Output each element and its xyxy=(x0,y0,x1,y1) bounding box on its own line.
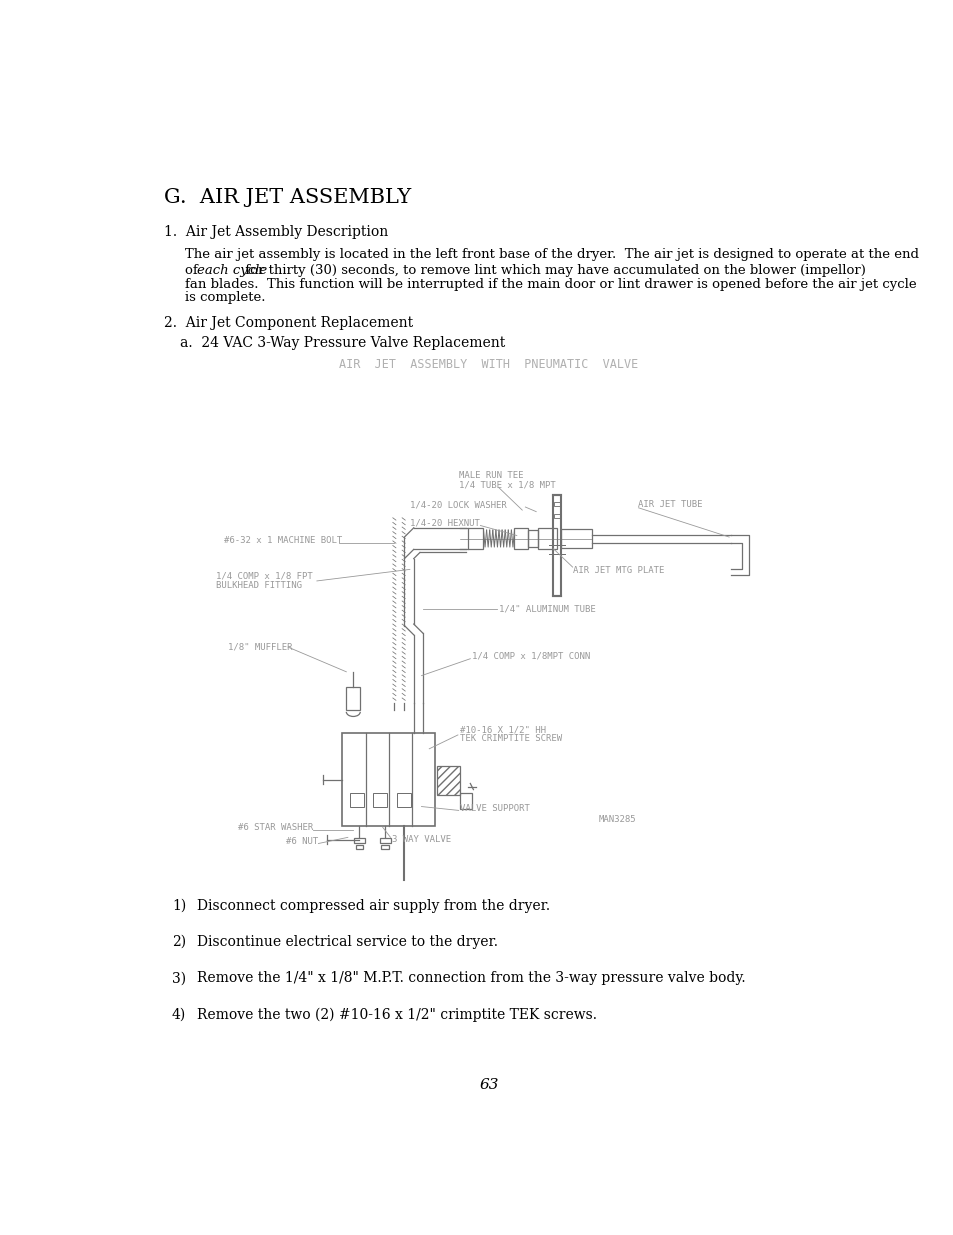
Text: #6 NUT: #6 NUT xyxy=(286,836,317,846)
Text: 4): 4) xyxy=(172,1008,186,1021)
Text: for thirty (30) seconds, to remove lint which may have accumulated on the blower: for thirty (30) seconds, to remove lint … xyxy=(241,264,865,277)
Text: BULKHEAD FITTING: BULKHEAD FITTING xyxy=(216,580,302,590)
Bar xyxy=(354,839,365,842)
Text: G.  AIR JET ASSEMBLY: G. AIR JET ASSEMBLY xyxy=(164,188,411,207)
Text: fan blades.  This function will be interrupted if the main door or lint drawer i: fan blades. This function will be interr… xyxy=(185,278,916,290)
Bar xyxy=(459,793,472,809)
Text: each cycle: each cycle xyxy=(196,264,267,277)
Text: 1/4" ALUMINUM TUBE: 1/4" ALUMINUM TUBE xyxy=(498,604,595,613)
Text: 2.  Air Jet Component Replacement: 2. Air Jet Component Replacement xyxy=(164,316,413,330)
Text: MAN3285: MAN3285 xyxy=(598,815,635,824)
Text: AIR  JET  ASSEMBLY  WITH  PNEUMATIC  VALVE: AIR JET ASSEMBLY WITH PNEUMATIC VALVE xyxy=(339,358,638,372)
Text: Remove the 1/4" x 1/8" M.P.T. connection from the 3-way pressure valve body.: Remove the 1/4" x 1/8" M.P.T. connection… xyxy=(196,972,744,986)
Bar xyxy=(553,495,560,597)
Text: 1/4 COMP x 1/8 FPT: 1/4 COMP x 1/8 FPT xyxy=(216,572,313,580)
Bar xyxy=(560,530,592,548)
Text: Disconnect compressed air supply from the dryer.: Disconnect compressed air supply from th… xyxy=(196,899,549,913)
Text: 63: 63 xyxy=(478,1078,498,1093)
Bar xyxy=(528,530,537,547)
Bar xyxy=(396,793,410,806)
Text: #6-32 x 1 MACHINE BOLT: #6-32 x 1 MACHINE BOLT xyxy=(224,536,342,546)
Bar xyxy=(468,527,483,550)
Text: 1): 1) xyxy=(172,899,186,913)
Bar xyxy=(379,839,390,842)
Text: TEK CRIMPTITE SCREW: TEK CRIMPTITE SCREW xyxy=(459,735,561,743)
Bar xyxy=(350,793,364,806)
Text: 1/4-20 HEXNUT: 1/4-20 HEXNUT xyxy=(410,519,479,527)
Text: a.  24 VAC 3-Way Pressure Valve Replacement: a. 24 VAC 3-Way Pressure Valve Replaceme… xyxy=(179,336,504,350)
Text: VALVE SUPPORT: VALVE SUPPORT xyxy=(459,804,530,813)
Text: #10-16 X 1/2" HH: #10-16 X 1/2" HH xyxy=(459,725,546,734)
Bar xyxy=(554,514,559,517)
Text: 1/4-20 LOCK WASHER: 1/4-20 LOCK WASHER xyxy=(410,500,506,509)
Text: AIR JET TUBE: AIR JET TUBE xyxy=(638,500,702,509)
Bar xyxy=(355,845,363,848)
Text: 3 WAY VALVE: 3 WAY VALVE xyxy=(392,835,451,845)
Text: The air jet assembly is located in the left front base of the dryer.  The air je: The air jet assembly is located in the l… xyxy=(185,248,918,262)
Bar xyxy=(381,845,389,848)
Bar xyxy=(373,793,387,806)
Text: 1/8" MUFFLER: 1/8" MUFFLER xyxy=(228,642,292,652)
Bar xyxy=(554,503,559,506)
Bar xyxy=(346,687,360,710)
Bar xyxy=(342,734,435,826)
Text: is complete.: is complete. xyxy=(185,291,265,304)
Text: of: of xyxy=(185,264,202,277)
Text: 2): 2) xyxy=(172,935,186,950)
Text: 3): 3) xyxy=(172,972,186,986)
Bar xyxy=(436,766,459,795)
Text: 1.  Air Jet Assembly Description: 1. Air Jet Assembly Description xyxy=(164,225,388,240)
Text: MALE RUN TEE: MALE RUN TEE xyxy=(458,471,522,480)
Text: Discontinue electrical service to the dryer.: Discontinue electrical service to the dr… xyxy=(196,935,497,950)
Bar xyxy=(514,527,528,550)
Text: #6 STAR WASHER: #6 STAR WASHER xyxy=(237,823,313,832)
Text: 1/4 COMP x 1/8MPT CONN: 1/4 COMP x 1/8MPT CONN xyxy=(472,652,590,661)
Text: 1/4 TUBE x 1/8 MPT: 1/4 TUBE x 1/8 MPT xyxy=(458,480,555,489)
Text: Remove the two (2) #10-16 x 1/2" crimptite TEK screws.: Remove the two (2) #10-16 x 1/2" crimpti… xyxy=(196,1008,597,1021)
Text: AIR JET MTG PLATE: AIR JET MTG PLATE xyxy=(572,566,663,574)
Bar xyxy=(537,527,557,550)
